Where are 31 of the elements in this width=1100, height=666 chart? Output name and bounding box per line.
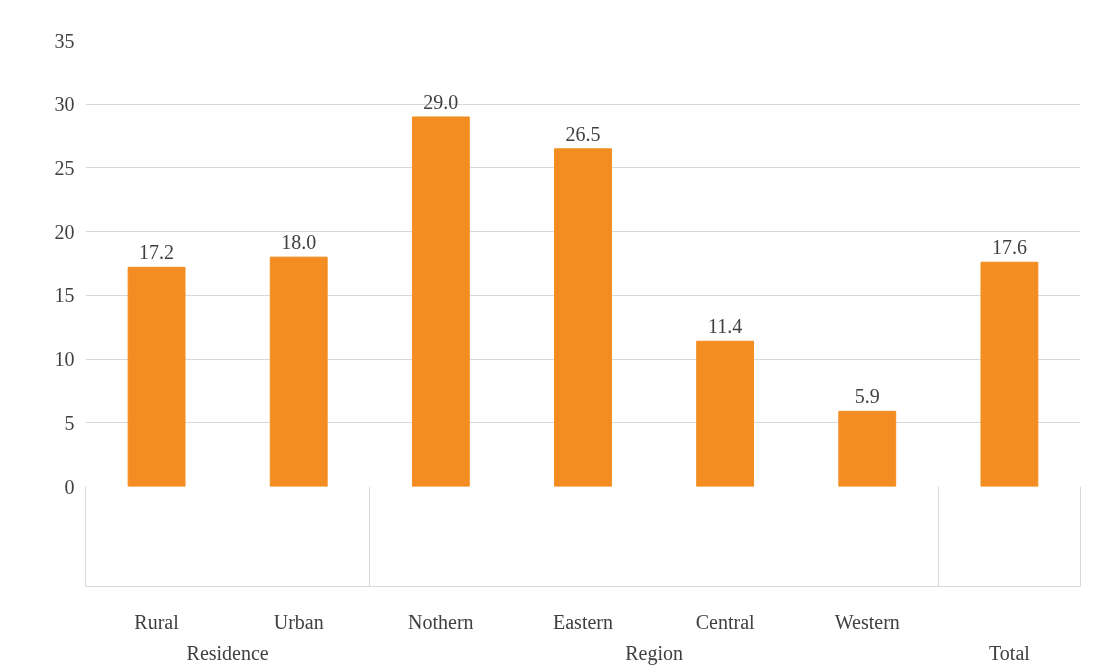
text: Total bbox=[989, 641, 1031, 664]
y-tick-label: 20 bbox=[54, 220, 75, 243]
bar bbox=[838, 410, 897, 487]
bar bbox=[269, 256, 328, 487]
x-tick-label: Nothern bbox=[408, 610, 474, 633]
data-label: 29.0 bbox=[423, 90, 459, 113]
bar bbox=[411, 116, 470, 487]
bar bbox=[980, 261, 1039, 487]
x-tick-label: Eastern bbox=[553, 610, 613, 633]
y-tick-label: 15 bbox=[54, 284, 75, 307]
y-tick-label: 35 bbox=[54, 29, 75, 52]
x-tick-label: Urban bbox=[273, 610, 324, 633]
y-tick-label: 5 bbox=[64, 411, 75, 434]
bar bbox=[127, 266, 186, 487]
x-tick-label: Central bbox=[695, 610, 756, 633]
data-label: 17.6 bbox=[991, 236, 1027, 259]
data-label: 17.2 bbox=[139, 241, 175, 264]
data-label: 26.5 bbox=[565, 122, 601, 145]
y-tick-label: 25 bbox=[54, 156, 75, 179]
x-tick-label: Rural bbox=[134, 610, 180, 633]
data-label: 5.9 bbox=[854, 385, 880, 408]
bar bbox=[696, 340, 755, 487]
x-tick-label: Western bbox=[834, 610, 900, 633]
y-tick-label: 30 bbox=[54, 93, 75, 116]
y-tick-label: 0 bbox=[64, 475, 75, 498]
text: Residence bbox=[186, 641, 269, 664]
y-tick-label: 10 bbox=[54, 348, 75, 371]
data-label: 11.4 bbox=[708, 315, 743, 338]
data-label: 18.0 bbox=[281, 231, 317, 254]
bar bbox=[554, 148, 612, 487]
text: Region bbox=[625, 641, 683, 665]
